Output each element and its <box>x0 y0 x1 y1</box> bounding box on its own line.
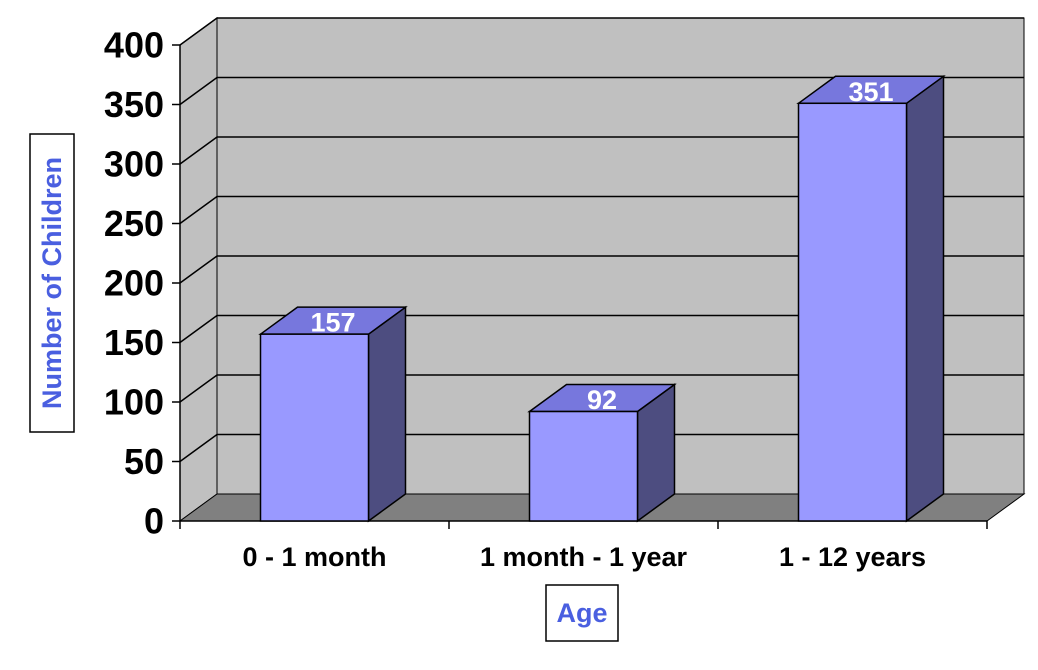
gridline <box>179 255 1024 284</box>
bar-front <box>259 333 370 522</box>
y-tick-label: 150 <box>104 322 164 363</box>
bar-front <box>797 102 908 522</box>
y-tick-label: 50 <box>124 441 164 482</box>
y-axis-title-box: Number of Children <box>29 133 75 433</box>
gridline <box>179 374 1024 403</box>
gridline <box>179 17 1024 46</box>
gridline <box>179 195 1024 225</box>
x-tick-label: 0 - 1 month <box>242 542 386 572</box>
data-labels: 157 92 351 <box>310 77 893 415</box>
gridline <box>179 136 1024 165</box>
y-axis-title: Number of Children <box>37 157 67 409</box>
y-tick-label: 100 <box>104 382 164 423</box>
data-label: 157 <box>310 308 355 338</box>
bar <box>258 305 408 523</box>
y-tick-label: 400 <box>104 25 164 66</box>
x-tick-label: 1 month - 1 year <box>480 542 688 572</box>
y-tick-label: 0 <box>144 501 164 542</box>
bar <box>527 383 677 523</box>
gridline <box>179 76 1024 106</box>
gridline <box>179 433 1024 463</box>
bar <box>796 74 946 523</box>
y-tick-label: 350 <box>104 84 164 125</box>
bars <box>258 74 946 523</box>
gridline <box>179 314 1024 344</box>
y-tick-label: 250 <box>104 203 164 244</box>
data-label: 92 <box>587 385 617 415</box>
x-tick-label: 1 - 12 years <box>779 542 926 572</box>
x-tick-labels: 0 - 1 month 1 month - 1 year 1 - 12 years <box>242 542 926 572</box>
data-label: 351 <box>848 77 893 107</box>
x-axis-title-box: Age <box>545 584 619 642</box>
bar-side <box>367 305 407 523</box>
bar-side <box>905 74 945 523</box>
y-tick-label: 200 <box>104 263 164 304</box>
gridlines <box>179 17 1024 463</box>
bar-front <box>528 410 639 522</box>
x-axis-title: Age <box>556 598 607 628</box>
y-tick-labels: 0 50 100 150 200 250 300 350 400 <box>104 25 164 542</box>
y-tick-label: 300 <box>104 144 164 185</box>
